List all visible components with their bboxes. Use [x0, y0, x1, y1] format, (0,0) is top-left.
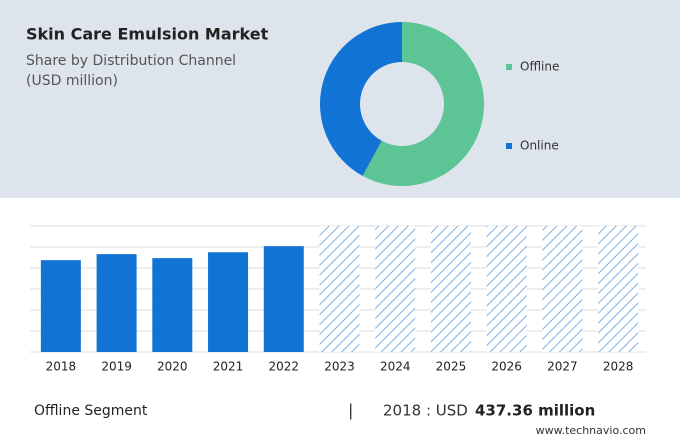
x-tick-label: 2027	[547, 360, 578, 374]
legend-swatch	[506, 143, 512, 149]
footer-segment: Offline Segment	[34, 403, 148, 419]
x-tick-label: 2025	[436, 360, 467, 374]
footer-value: 437.36 million	[475, 402, 595, 420]
separator: |	[348, 401, 353, 420]
bar	[40, 260, 81, 352]
unit: (USD million)	[26, 73, 118, 89]
x-tick-label: 2018	[46, 360, 77, 374]
x-tick-label: 2026	[491, 360, 522, 374]
x-tick-label: 2024	[380, 360, 411, 374]
forecast-bar	[598, 226, 639, 352]
title: Skin Care Emulsion Market	[26, 25, 269, 44]
bar	[152, 258, 193, 352]
source: www.technavio.com	[536, 424, 646, 437]
forecast-bar	[542, 226, 583, 352]
forecast-bar	[486, 226, 527, 352]
bar	[208, 252, 249, 352]
legend-swatch	[506, 64, 512, 70]
x-tick-label: 2020	[157, 360, 188, 374]
subtitle: Share by Distribution Channel	[26, 53, 236, 69]
donut-slice	[362, 22, 484, 187]
x-tick-label: 2023	[324, 360, 355, 374]
legend-label: Offline	[520, 60, 559, 74]
forecast-bar	[430, 226, 471, 352]
donut-slice	[320, 22, 402, 176]
x-tick-label: 2022	[268, 360, 299, 374]
forecast-bar	[319, 226, 360, 352]
x-tick-label: 2019	[101, 360, 132, 374]
x-tick-label: 2028	[603, 360, 634, 374]
forecast-bar	[375, 226, 416, 352]
x-tick-label: 2021	[213, 360, 244, 374]
bar	[96, 254, 137, 352]
footer-year: 2018 : USD	[383, 402, 468, 420]
legend-label: Online	[520, 139, 559, 153]
bar	[263, 246, 304, 352]
